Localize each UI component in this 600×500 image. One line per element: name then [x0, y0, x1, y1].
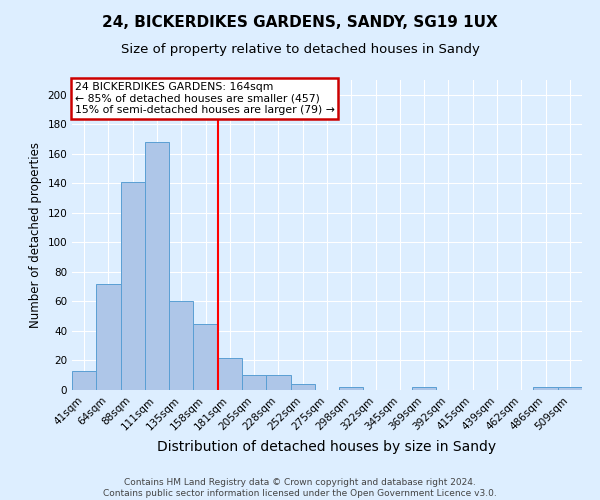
Bar [558, 387, 582, 390]
X-axis label: Distribution of detached houses by size in Sandy: Distribution of detached houses by size … [157, 440, 497, 454]
Bar [266, 375, 290, 390]
Bar [290, 384, 315, 390]
Bar [218, 358, 242, 390]
Text: 24 BICKERDIKES GARDENS: 164sqm
← 85% of detached houses are smaller (457)
15% of: 24 BICKERDIKES GARDENS: 164sqm ← 85% of … [74, 82, 334, 115]
Bar [145, 142, 169, 390]
Text: 24, BICKERDIKES GARDENS, SANDY, SG19 1UX: 24, BICKERDIKES GARDENS, SANDY, SG19 1UX [102, 15, 498, 30]
Text: Size of property relative to detached houses in Sandy: Size of property relative to detached ho… [121, 42, 479, 56]
Bar [169, 302, 193, 390]
Bar [121, 182, 145, 390]
Y-axis label: Number of detached properties: Number of detached properties [29, 142, 42, 328]
Bar [242, 375, 266, 390]
Bar [412, 387, 436, 390]
Bar [193, 324, 218, 390]
Bar [533, 387, 558, 390]
Text: Contains HM Land Registry data © Crown copyright and database right 2024.
Contai: Contains HM Land Registry data © Crown c… [103, 478, 497, 498]
Bar [96, 284, 121, 390]
Bar [339, 387, 364, 390]
Bar [72, 371, 96, 390]
